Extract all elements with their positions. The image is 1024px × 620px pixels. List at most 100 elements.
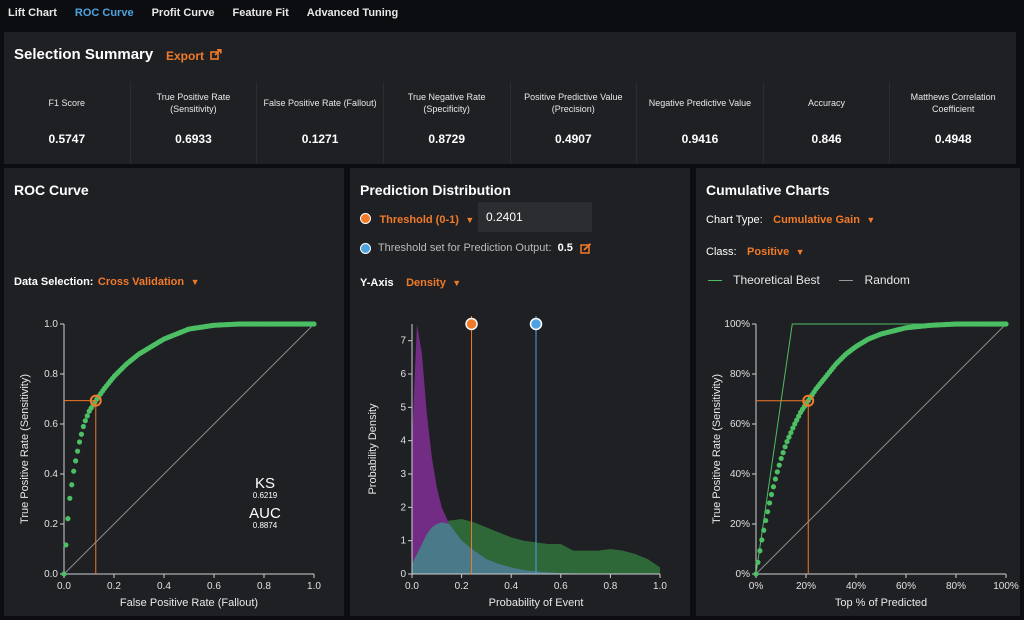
threshold-control[interactable]: Threshold (0-1) ▼ — [360, 210, 474, 228]
metric-value: 0.5747 — [48, 132, 86, 146]
y-tick-label: 6 — [400, 369, 406, 380]
x-axis-label: Top % of Predicted — [835, 597, 927, 609]
random-line — [755, 323, 1007, 575]
metric-value: 0.4907 — [554, 132, 592, 146]
metric-true-negative-rate: True Negative Rate (Specificity) 0.8729 — [384, 82, 511, 164]
y-axis-label: Probability Density — [367, 403, 379, 495]
y-axis-label: True Positive Rate (Sensitivity) — [711, 374, 723, 524]
x-axis-label: Probability of Event — [489, 597, 584, 609]
y-axis-value: Density — [406, 277, 446, 289]
export-button[interactable]: Export — [166, 49, 222, 63]
x-tick-label: 0.0 — [57, 581, 71, 592]
metrics-row: F1 Score 0.5747 True Positive Rate (Sens… — [4, 82, 1016, 164]
roc-curve-point — [76, 439, 83, 445]
cumulative-gain-point — [770, 484, 777, 490]
metric-value: 0.846 — [811, 132, 842, 146]
x-tick-label: 0.6 — [207, 581, 221, 592]
y-tick-label: 0.6 — [44, 419, 58, 430]
y-tick-label: 40% — [730, 469, 750, 480]
metric-value: 0.4948 — [934, 132, 972, 146]
x-tick-label: 0.4 — [504, 581, 518, 592]
y-tick-label: 0.8 — [44, 369, 58, 380]
threshold-input[interactable] — [478, 202, 592, 232]
cumulative-legend: Theoretical Best Random — [708, 273, 910, 287]
selection-summary-panel: Selection Summary Export F1 Score 0.5747… — [4, 32, 1016, 164]
cumulative-gain-point — [796, 413, 802, 419]
x-tick-label: 0.8 — [257, 581, 271, 592]
prediction-threshold-label: Threshold set for Prediction Output: — [377, 242, 552, 254]
x-tick-label: 0.8 — [603, 581, 617, 592]
roc-curve-point — [67, 495, 73, 501]
y-tick-label: 4 — [400, 436, 406, 447]
legend-random: Random — [864, 273, 910, 287]
cumulative-gain-point — [776, 462, 782, 468]
data-selection-label: Data Selection: — [14, 276, 94, 288]
prediction-threshold-row: Threshold set for Prediction Output: 0.5 — [360, 242, 592, 254]
roc-curve-point — [80, 423, 86, 430]
threshold-handle — [465, 317, 478, 331]
metric-label: False Positive Rate (Fallout) — [263, 98, 377, 108]
roc-curve-point — [311, 321, 317, 327]
x-tick-label: 80% — [946, 581, 966, 592]
roc-curve-point — [61, 571, 67, 577]
metric-label: Negative Predictive Value — [648, 98, 752, 108]
chevron-down-icon: ▼ — [465, 215, 475, 225]
class-control[interactable]: Class: Positive ▼ — [706, 242, 805, 260]
y-axis-label: True Positive Rate (Sensitivity) — [19, 374, 31, 524]
metric-accuracy: Accuracy 0.846 — [764, 82, 891, 164]
cumulative-gain-point — [763, 517, 769, 524]
edit-icon[interactable] — [580, 242, 592, 254]
roc-curve-point — [84, 413, 90, 419]
cumulative-gain-point — [794, 417, 800, 423]
cumulative-panel-title: Cumulative Charts — [706, 182, 830, 198]
y-tick-label: 0.4 — [44, 469, 58, 480]
x-tick-label: 0% — [749, 581, 764, 592]
x-tick-label: 60% — [896, 581, 916, 592]
cumulative-gain-point — [761, 527, 767, 533]
tab-roc-curve[interactable]: ROC Curve — [74, 7, 134, 19]
class-value: Positive — [747, 246, 790, 258]
cumulative-gain-point — [766, 500, 773, 506]
prediction-threshold-value: 0.5 — [557, 242, 573, 254]
distribution-chart[interactable]: 0.0 0.2 0.4 0.6 0.8 1.0 0 1 2 3 4 5 6 7 Probability of… — [350, 296, 690, 616]
y-tick-label: 5 — [400, 402, 406, 413]
x-axis-label: False Positive Rate (Fallout) — [120, 597, 258, 609]
distribution-panel-title: Prediction Distribution — [360, 182, 511, 198]
y-axis-control[interactable]: Y-Axis Density ▼ — [360, 273, 461, 291]
tab-feature-fit[interactable]: Feature Fit — [232, 7, 289, 19]
auc-label: AUC — [249, 505, 281, 522]
roc-chart[interactable]: 0.0 0.2 0.4 0.6 0.8 1.0 0.0 0.2 0.4 0.6 0.8 1.0 Fals… — [4, 296, 344, 616]
tab-profit-curve[interactable]: Profit Curve — [151, 7, 215, 19]
metric-value: 0.6933 — [175, 132, 212, 146]
tab-advanced-tuning[interactable]: Advanced Tuning — [306, 7, 399, 19]
y-tick-label: 3 — [400, 469, 406, 480]
y-tick-label: 0 — [400, 569, 406, 580]
roc-panel-title: ROC Curve — [14, 182, 89, 198]
tab-lift-chart[interactable]: Lift Chart — [8, 7, 57, 19]
y-tick-label: 20% — [730, 519, 750, 530]
y-tick-label: 100% — [724, 319, 750, 330]
metric-label: Matthews Correlation Coefficient — [910, 92, 996, 114]
prediction-threshold-dot-icon — [360, 242, 371, 254]
cumulative-chart[interactable]: 0% 20% 40% 60% 80% 100% 0% 20% 40% 60% 80% 100% Top … — [696, 296, 1020, 616]
cumulative-gain-point — [774, 469, 780, 475]
summary-title: Selection Summary — [14, 46, 154, 63]
legend-swatch-random — [839, 280, 854, 282]
ks-value: 0.6219 — [253, 491, 278, 500]
cumulative-gain-point — [780, 450, 786, 456]
cumulative-gain-point — [1003, 321, 1009, 327]
cumulative-charts-panel: Cumulative Charts Chart Type: Cumulative… — [696, 168, 1020, 616]
metric-positive-predictive-value: Positive Predictive Value (Precision) 0.… — [511, 82, 638, 164]
chart-type-control[interactable]: Chart Type: Cumulative Gain ▼ — [706, 210, 875, 228]
cumulative-gain-point — [753, 571, 759, 577]
prediction-distribution-panel: Prediction Distribution Threshold (0-1) … — [350, 168, 690, 616]
data-selection-control[interactable]: Data Selection: Cross Validation ▼ — [14, 272, 200, 290]
metric-f1-score: F1 Score 0.5747 — [4, 82, 131, 164]
cumulative-gain-point — [757, 548, 763, 554]
metric-value: 0.8729 — [428, 132, 466, 146]
roc-curve-point — [63, 542, 69, 548]
selected-point-marker — [89, 394, 102, 407]
x-tick-label: 20% — [796, 581, 816, 592]
y-tick-label: 1 — [400, 536, 406, 547]
metric-label: F1 Score — [48, 98, 86, 108]
